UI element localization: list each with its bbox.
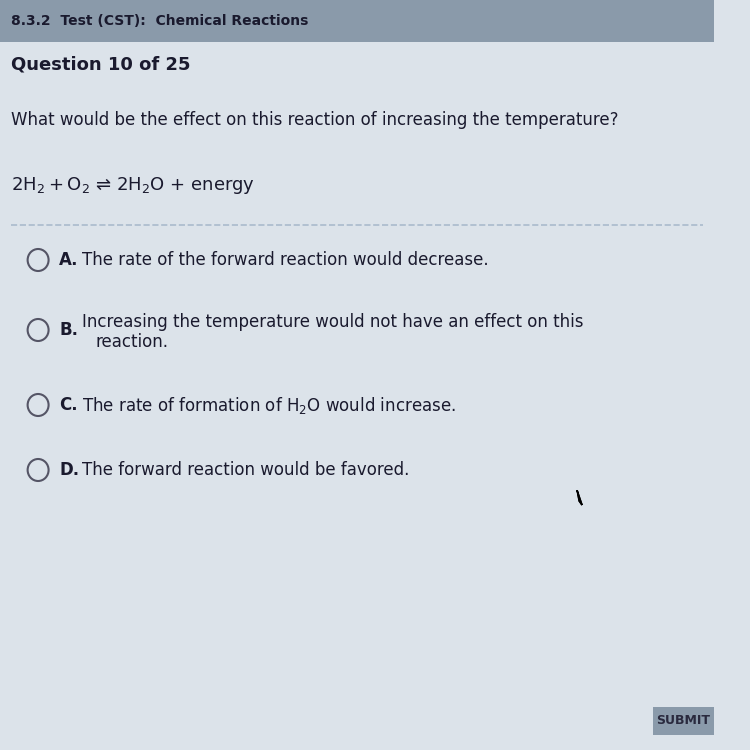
Text: What would be the effect on this reaction of increasing the temperature?: What would be the effect on this reactio… bbox=[11, 111, 619, 129]
Text: 8.3.2  Test (CST):  Chemical Reactions: 8.3.2 Test (CST): Chemical Reactions bbox=[11, 14, 309, 28]
Text: The rate of formation of $\mathregular{H_2O}$ would increase.: The rate of formation of $\mathregular{H… bbox=[82, 394, 456, 416]
Text: Increasing the temperature would not have an effect on this: Increasing the temperature would not hav… bbox=[82, 313, 584, 331]
Text: A.: A. bbox=[59, 251, 79, 269]
Text: The forward reaction would be favored.: The forward reaction would be favored. bbox=[82, 461, 410, 479]
Text: Question 10 of 25: Question 10 of 25 bbox=[11, 56, 191, 74]
Text: reaction.: reaction. bbox=[95, 333, 168, 351]
Text: D.: D. bbox=[59, 461, 80, 479]
Text: The rate of the forward reaction would decrease.: The rate of the forward reaction would d… bbox=[82, 251, 488, 269]
Text: SUBMIT: SUBMIT bbox=[656, 715, 710, 728]
Bar bbox=[0, 0, 715, 42]
Polygon shape bbox=[578, 491, 582, 505]
Text: B.: B. bbox=[59, 321, 78, 339]
Bar bbox=[652, 707, 715, 735]
Text: C.: C. bbox=[59, 396, 78, 414]
Text: $\mathregular{2H_2 + O_2}$ ⇌ $\mathregular{2H_2O}$ + energy: $\mathregular{2H_2 + O_2}$ ⇌ $\mathregul… bbox=[11, 175, 256, 196]
